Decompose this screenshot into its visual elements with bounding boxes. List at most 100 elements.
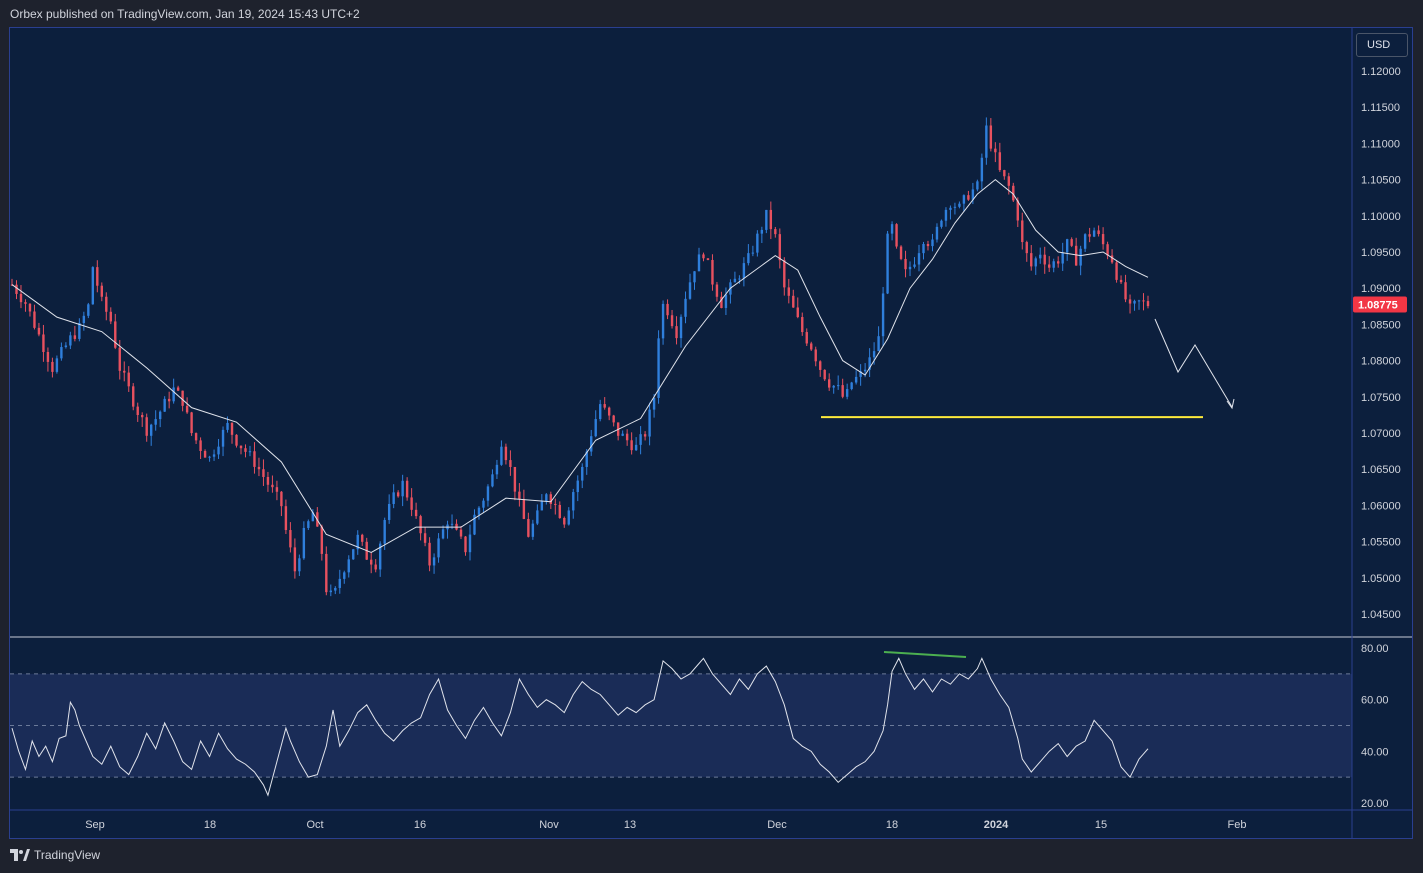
candle-body: [401, 480, 404, 497]
candle-body: [221, 429, 225, 447]
candle-body: [361, 534, 364, 542]
candle-body: [536, 510, 539, 524]
time-tick-label: Dec: [767, 819, 787, 831]
candle-body: [158, 411, 162, 420]
candle-body: [810, 343, 813, 350]
projection-arrow: [1154, 318, 1233, 408]
candle-body: [64, 345, 68, 348]
candle-body: [208, 456, 211, 458]
candle-body: [284, 506, 288, 531]
candle-body: [751, 252, 755, 254]
price-tick-label: 1.08000: [1361, 356, 1401, 368]
candle-body: [989, 125, 993, 149]
candle-body: [899, 246, 903, 259]
candle-body: [787, 287, 790, 296]
candle-body: [540, 501, 544, 511]
candle-body: [320, 526, 324, 554]
candle-body: [141, 414, 144, 418]
candle-body: [513, 466, 517, 492]
tradingview-logo[interactable]: TradingView: [10, 848, 100, 862]
candle-body: [531, 523, 535, 537]
candle-body: [527, 518, 530, 537]
time-tick-label: 18: [204, 819, 216, 831]
candle-body: [1021, 220, 1024, 243]
currency-button[interactable]: USD: [1356, 33, 1408, 57]
candle-body: [1092, 230, 1096, 237]
candle-body: [28, 303, 32, 312]
candle-body: [881, 293, 885, 337]
candle-body: [738, 278, 741, 280]
candle-body: [378, 543, 382, 570]
rsi-tick-label: 40.00: [1361, 746, 1389, 758]
candle-body: [46, 351, 50, 362]
candle-body: [742, 263, 746, 279]
candle-body: [1052, 261, 1055, 268]
candle-body: [370, 559, 373, 565]
candle-body: [711, 259, 714, 285]
rsi-series: [11, 657, 1149, 797]
candle-body: [100, 285, 104, 297]
candle-body: [275, 487, 279, 492]
candle-body: [868, 357, 871, 370]
candle-body: [387, 503, 391, 520]
candle-body: [253, 451, 256, 467]
candle-body: [760, 229, 764, 234]
candle-body: [819, 361, 822, 370]
candle-body: [109, 311, 112, 322]
candle-body: [783, 260, 786, 288]
candle-body: [998, 152, 1002, 171]
candle-body: [706, 258, 710, 260]
candle-body: [693, 271, 696, 283]
candle-body: [594, 419, 597, 437]
candle-body: [940, 220, 943, 227]
candle-body: [971, 189, 975, 200]
candle-body: [904, 258, 907, 270]
projection-arrow-head: [1226, 398, 1235, 410]
candle-body: [1142, 300, 1145, 302]
candle-body: [679, 316, 683, 339]
candle-body: [545, 494, 548, 502]
candle-body: [1070, 239, 1073, 246]
candle-body: [374, 564, 377, 570]
candle-body: [769, 209, 773, 230]
publisher-text: Orbex published on TradingView.com, Jan …: [10, 7, 360, 21]
candle-body: [634, 444, 638, 451]
candle-body: [1106, 244, 1109, 256]
candle-body: [572, 492, 575, 511]
chart-canvas[interactable]: 1.12000 1.11500 1.11000 1.10500 1.10000 1.095…: [0, 0, 1423, 840]
candle-body: [1003, 170, 1006, 177]
time-tick-label: Sep: [85, 819, 105, 831]
candle-body: [935, 226, 939, 240]
candle-body: [607, 407, 611, 416]
candle-body: [558, 504, 561, 518]
candle-body: [495, 464, 499, 475]
candle-body: [1146, 301, 1150, 307]
candle-body: [1016, 200, 1019, 221]
candle-body: [967, 195, 970, 200]
candle-body: [994, 148, 997, 153]
candle-body: [239, 445, 243, 449]
candle-body: [473, 514, 476, 535]
candle-body: [648, 409, 651, 437]
candle-body: [419, 516, 422, 534]
time-tick-label: Nov: [539, 819, 559, 831]
candle-body: [1074, 245, 1078, 266]
candle-body: [181, 390, 184, 406]
candle-body: [688, 282, 692, 299]
candle-body: [684, 298, 687, 317]
candle-body: [307, 521, 310, 528]
price-tick-label: 1.08500: [1361, 319, 1401, 331]
price-tick-label: 1.12000: [1361, 66, 1401, 78]
header-bar: Orbex published on TradingView.com, Jan …: [0, 0, 1423, 28]
candle-body: [1115, 262, 1118, 280]
candle-body: [450, 523, 454, 525]
candle-body: [280, 491, 283, 507]
candle-body: [392, 492, 395, 504]
candle-body: [1097, 230, 1100, 235]
candle-body: [841, 385, 844, 397]
candle-body: [585, 451, 588, 467]
candle-body: [482, 500, 485, 508]
candle-body: [145, 417, 148, 436]
candle-body: [625, 433, 629, 441]
candle-body: [850, 382, 853, 390]
